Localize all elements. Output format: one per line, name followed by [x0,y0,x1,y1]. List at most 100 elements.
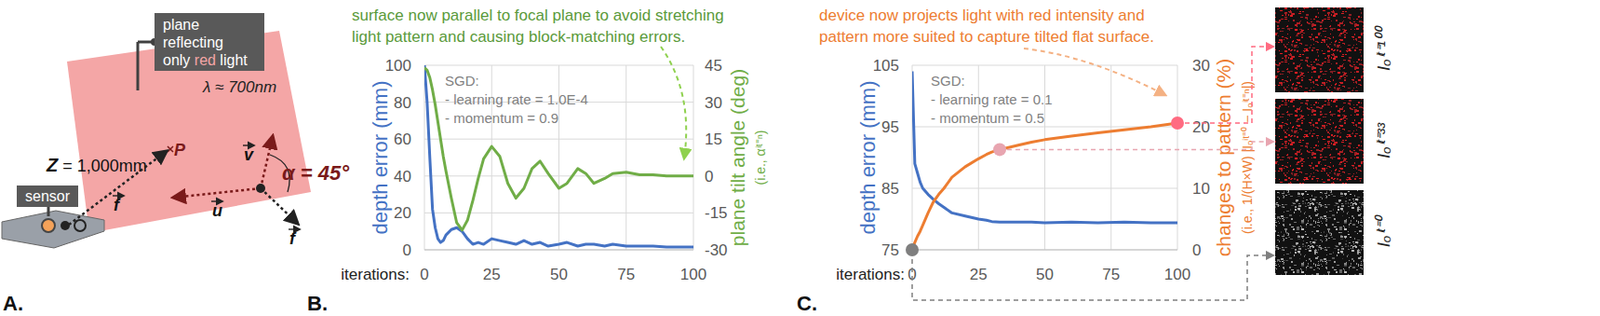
sensor-box [16,185,79,207]
note-text: plane [162,16,200,33]
y2-tick-label: 30 [1192,56,1211,75]
x-tick-label: 50 [1035,265,1054,283]
figure: planereflectingonly red lightλ ≈ 700nmZ … [0,0,1600,316]
x-axis [424,248,694,250]
y-label: depth error (mm) [368,80,392,234]
pattern-images: Iₒⁱᵗ⁼¹⁰⁰ Iₒⁱᵗ⁼³³ Iₒⁱᵗ⁼⁰ [1275,7,1394,275]
pattern-image [1275,189,1364,275]
distance: Z = 1,000mm [45,154,148,175]
grid-line [693,65,695,250]
annotation: surface now parallel to focal plane to a… [351,6,725,25]
y2-label: changes to pattern (%) [1212,58,1235,256]
x-label: iterations: [835,265,905,283]
x-tick-label: 75 [617,265,635,283]
x-tick-label: 75 [1102,265,1120,283]
y2-tick-label: 10 [1192,179,1211,198]
y2-tick-label: 20 [1192,118,1211,136]
y2-tick-label: 0 [1192,241,1201,259]
vector-arrow-accent [288,228,300,229]
panel-a: planereflectingonly red lightλ ≈ 700nmZ … [1,13,350,315]
vector-u [173,188,261,198]
grid-line [912,249,1178,251]
panel-label: C. [796,291,818,315]
note: - learning rate = 1.0E-4 [444,91,589,108]
panel-label: A. [2,291,24,315]
y-tick-label: 20 [393,203,412,222]
y2-tick-label: 45 [704,56,723,75]
view-ray [68,150,167,225]
chart: 75859510501020300255075100iterations:C.d… [796,6,1274,315]
y-tick-label: 40 [393,167,412,186]
x-tick-label: 25 [483,265,501,283]
x-tick-label: 100 [680,265,707,283]
annotation: pattern more suited to capture tilted fl… [819,27,1155,46]
annotation: light pattern and causing block-matching… [351,27,686,46]
y-tick-label: 105 [873,56,900,75]
y2-sublabel: (i.e., αⁱᵗ⁼ⁿ) [752,129,768,185]
x-tick-label: 25 [969,265,988,283]
sensor-lens [74,219,86,231]
y-tick-label: 80 [393,94,412,112]
vector-arrow-accent [242,144,255,146]
image-connector [1184,46,1274,123]
y-tick-label: 75 [881,241,900,259]
series-line [424,67,694,230]
sensor-lens [60,220,70,230]
y-tick-label: 60 [393,130,412,148]
series-line [424,65,694,247]
vector-label: u [212,201,223,220]
note-box [154,13,265,71]
x-label: iterations: [340,265,410,283]
plot-area [424,65,694,247]
sensor-lens [41,218,55,232]
image-connector [912,255,1274,300]
angle-label: α = 45° [282,161,350,185]
image-connector [1007,141,1274,149]
x-axis [912,248,1178,250]
vector-v [260,135,273,189]
y2-tick-label: -30 [704,241,728,259]
vector-label: f [113,195,122,215]
y-tick-label: 0 [403,241,412,259]
point-mark [167,146,174,152]
red-plane [67,30,311,233]
series-line [912,122,1178,250]
highlight-marker [905,242,919,256]
sensor-device [1,210,105,248]
note: - momentum = 0.5 [930,109,1045,126]
note: - learning rate = 0.1 [930,91,1053,108]
y2-tick-label: -15 [704,203,728,222]
y-tick-label: 95 [881,118,900,136]
annotation-arrow [660,46,686,159]
vector-arrow-accent [211,200,223,202]
vector-f [260,188,298,224]
note-text-part: light [215,52,248,68]
vector-arrow-accent [112,194,124,196]
panel-label: B. [307,291,328,315]
annotation: device now projects light with red inten… [819,6,1145,25]
point-label: P [174,140,187,160]
vector-label: f [289,228,297,248]
wavelength: λ ≈ 700nm [201,78,277,96]
note-text-part: only [162,52,195,68]
highlight-marker [993,142,1007,156]
pattern-image [1275,98,1364,184]
origin-dot [255,183,266,193]
sensor-label: sensor [25,188,71,204]
note: SGD: [444,72,480,89]
y2-label: plane tilt angle (deg) [726,68,749,246]
x-tick-label: 0 [419,265,429,283]
note-text: reflecting [162,34,224,51]
image-label: Iₒⁱᵗ⁼³³ [1373,121,1394,159]
image-label: Iₒⁱᵗ⁼⁰ [1373,214,1394,247]
image-label: Iₒⁱᵗ⁼¹⁰⁰ [1373,25,1394,71]
grid-line [625,65,627,250]
y-label: depth error (mm) [856,80,880,234]
plot-area [912,71,1178,250]
y2-tick-label: 0 [704,167,713,186]
grid-line [424,65,426,250]
grid-line [424,249,694,251]
note: - momentum = 0.9 [444,109,559,126]
chart: 020406080100-30-1501530450255075100itera… [307,6,768,315]
series-line [912,71,1178,223]
